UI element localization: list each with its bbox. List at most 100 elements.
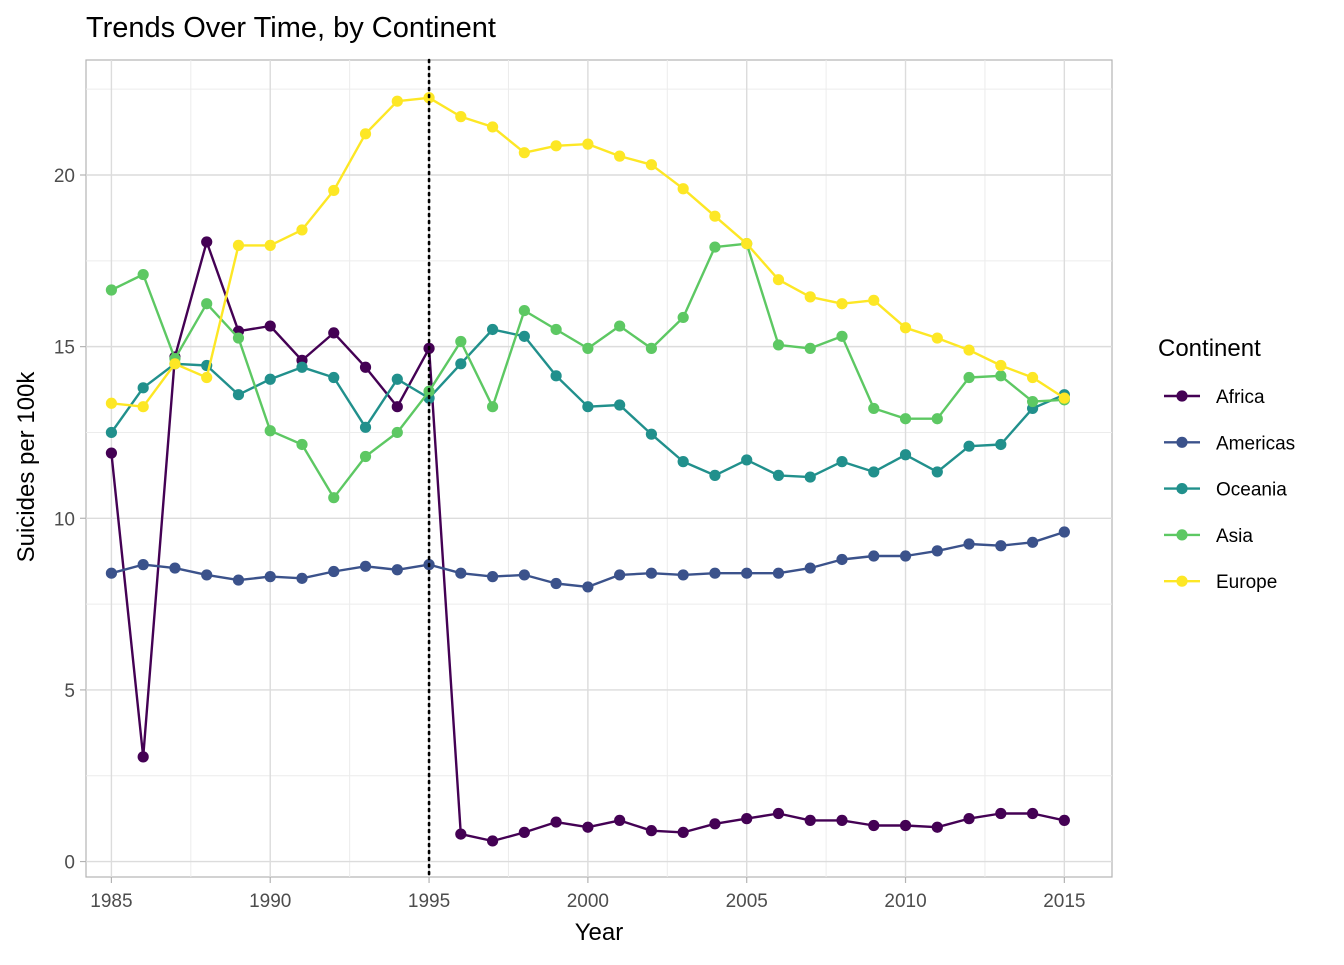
- data-point-asia: [137, 268, 149, 281]
- x-tick-label: 1995: [408, 891, 450, 912]
- data-point-asia: [1026, 395, 1039, 408]
- data-point-asia: [391, 426, 403, 439]
- data-point-europe: [931, 332, 943, 344]
- data-point-europe: [995, 359, 1007, 372]
- data-point-africa: [582, 821, 594, 833]
- data-point-africa: [836, 814, 848, 826]
- y-tick-label: 0: [64, 853, 75, 874]
- data-point-americas: [1058, 526, 1070, 538]
- data-point-africa: [963, 813, 975, 825]
- data-point-asia: [455, 335, 467, 348]
- data-point-africa: [455, 828, 467, 840]
- data-point-europe: [899, 322, 912, 334]
- data-point-americas: [868, 550, 880, 562]
- data-point-africa: [264, 320, 276, 332]
- plot-panel: [85, 59, 1113, 878]
- data-point-americas: [137, 559, 149, 571]
- data-point-americas: [169, 562, 181, 574]
- data-point-asia: [201, 298, 213, 310]
- legend-label-africa: Africa: [1216, 387, 1265, 408]
- y-tick-label: 5: [64, 681, 75, 702]
- x-tick-label: 1990: [249, 891, 291, 912]
- data-point-africa: [899, 819, 912, 832]
- data-point-asia: [486, 401, 499, 413]
- data-point-europe: [518, 147, 530, 159]
- data-point-asia: [995, 370, 1007, 382]
- data-point-oceania: [137, 382, 149, 394]
- legend-key-point-americas: [1176, 436, 1188, 448]
- data-point-oceania: [582, 401, 594, 413]
- data-point-europe: [645, 159, 658, 171]
- legend-label-americas: Americas: [1216, 433, 1295, 454]
- data-point-asia: [296, 438, 308, 451]
- data-point-americas: [232, 574, 245, 586]
- legend-key-point-oceania: [1176, 483, 1188, 495]
- x-tick-label: 1985: [90, 891, 132, 912]
- data-point-africa: [1058, 814, 1070, 826]
- data-point-americas: [899, 550, 912, 562]
- data-point-europe: [772, 274, 785, 286]
- data-point-oceania: [836, 456, 848, 468]
- data-point-americas: [359, 560, 372, 572]
- data-point-africa: [677, 826, 689, 838]
- legend-key-point-europe: [1176, 575, 1188, 587]
- data-point-asia: [105, 284, 118, 296]
- data-point-africa: [550, 816, 562, 828]
- data-point-oceania: [550, 370, 562, 382]
- data-point-europe: [1026, 371, 1039, 384]
- data-point-asia: [836, 330, 848, 342]
- data-point-americas: [550, 577, 562, 590]
- data-point-asia: [868, 402, 880, 415]
- x-axis-label: Year: [575, 919, 624, 946]
- data-point-europe: [963, 344, 975, 356]
- data-point-asia: [518, 304, 530, 317]
- data-point-europe: [201, 371, 213, 384]
- data-point-oceania: [772, 469, 785, 481]
- data-point-africa: [995, 807, 1007, 820]
- data-point-oceania: [931, 466, 943, 478]
- data-point-americas: [836, 553, 848, 566]
- data-point-americas: [995, 540, 1007, 552]
- data-point-americas: [741, 567, 753, 579]
- data-point-americas: [614, 569, 626, 581]
- data-point-asia: [550, 323, 562, 336]
- data-point-europe: [836, 298, 848, 310]
- data-point-americas: [709, 567, 721, 579]
- data-point-africa: [868, 819, 880, 832]
- data-point-americas: [582, 581, 594, 593]
- data-point-asia: [232, 332, 245, 344]
- data-point-oceania: [391, 373, 403, 385]
- data-point-oceania: [741, 454, 753, 466]
- data-point-africa: [645, 825, 658, 837]
- data-point-europe: [328, 184, 340, 197]
- y-tick-label: 20: [54, 166, 75, 187]
- data-point-europe: [391, 95, 403, 107]
- data-point-africa: [1026, 807, 1039, 820]
- x-tick-label: 2015: [1043, 891, 1085, 912]
- data-point-asia: [709, 241, 721, 253]
- data-point-americas: [328, 565, 340, 578]
- data-point-americas: [804, 562, 816, 574]
- chart-title: Trends Over Time, by Continent: [86, 12, 496, 44]
- data-point-oceania: [677, 456, 689, 468]
- data-point-americas: [296, 572, 308, 584]
- y-tick-label: 10: [54, 509, 75, 530]
- data-point-asia: [931, 413, 943, 425]
- data-point-oceania: [614, 399, 626, 411]
- data-point-americas: [201, 569, 213, 581]
- data-point-oceania: [804, 471, 816, 483]
- data-point-europe: [455, 111, 467, 123]
- data-point-asia: [614, 320, 626, 332]
- data-point-asia: [645, 342, 658, 354]
- y-axis-label: Suicides per 100k: [13, 371, 40, 563]
- data-point-europe: [137, 401, 149, 413]
- data-point-americas: [963, 538, 975, 550]
- data-point-europe: [105, 397, 118, 409]
- data-point-americas: [931, 545, 943, 557]
- data-point-africa: [741, 813, 753, 825]
- data-point-africa: [709, 818, 721, 830]
- data-point-americas: [518, 569, 530, 581]
- data-point-europe: [264, 239, 276, 251]
- data-point-asia: [328, 492, 340, 504]
